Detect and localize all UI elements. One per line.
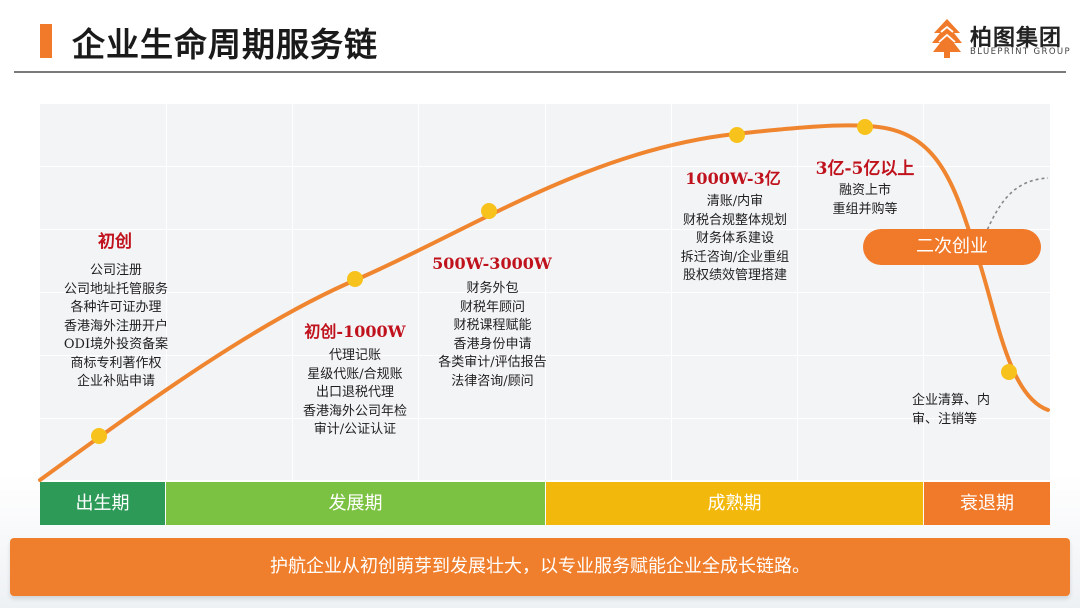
stage-services-large: 融资上市 重组并购等: [810, 182, 920, 219]
tree-logo-icon: [932, 19, 962, 58]
stage-title-mature: 1000W-3亿: [685, 169, 781, 188]
service-item: 出口退税代理: [315, 385, 394, 400]
grid-line: [40, 292, 1050, 293]
header-divider: [14, 71, 1066, 73]
stage-title-large: 3亿-5亿以上: [815, 159, 915, 179]
service-item: 清账/内审: [706, 194, 764, 209]
service-item: 商标专利著作权: [70, 355, 162, 371]
second-startup-badge: 二次创业: [863, 229, 1041, 265]
grid-line: [40, 229, 1050, 230]
phase-growth: 发展期: [166, 482, 545, 525]
stage-dot: [347, 271, 363, 287]
service-item: 企业补贴申请: [76, 374, 155, 389]
service-item: 财务体系建设: [695, 231, 774, 246]
stage-dot: [481, 203, 497, 219]
page-title: 企业生命周期服务链: [72, 25, 378, 64]
service-item: 审、注销等: [912, 411, 978, 427]
service-item: 法律咨询/顾问: [451, 373, 534, 389]
logo-name: 柏图集团: [970, 26, 1063, 51]
grid-line: [40, 355, 1050, 356]
service-item: 企业清算、内: [912, 393, 991, 408]
stage-services-growth: 代理记账 星级代账/合规账 出口退税代理 香港海外公司年检 审计/公证认证: [285, 347, 425, 440]
service-item: 财税年顾问: [459, 299, 525, 315]
service-item: 各种许可证办理: [70, 300, 162, 315]
second-curve-dashed: [984, 177, 1049, 236]
service-item: 拆迁咨询/企业重组: [680, 249, 790, 265]
service-item: 各类审计/评估报告: [438, 355, 547, 370]
service-item: ODI境外投资备案: [63, 337, 169, 352]
stage-dot: [857, 119, 873, 135]
decline-services: 企业清算、内 审、注销等: [912, 392, 1022, 429]
stage-title-growth: 初创-1000W: [304, 322, 406, 341]
service-item: 融资上市: [838, 183, 891, 198]
logo-subtitle: BLUEPRINT GROUP: [970, 47, 1072, 57]
stage-dot: [91, 428, 107, 444]
service-item: 财税合规整体规划: [682, 212, 787, 228]
grid-line: [40, 418, 1050, 419]
grid-background: [40, 104, 1050, 480]
service-item: 香港海外公司年检: [302, 403, 407, 419]
phase-decline: 衰退期: [924, 482, 1050, 525]
service-item: 重组并购等: [832, 201, 898, 217]
stage-dot: [729, 127, 745, 143]
service-item: 星级代账/合规账: [307, 366, 403, 382]
service-item: 股权绩效管理搭建: [682, 268, 787, 283]
service-item: 审计/公证认证: [313, 422, 397, 437]
stage-dot: [1001, 364, 1017, 380]
service-item: 香港海外注册开户: [63, 318, 168, 334]
phase-mature: 成熟期: [546, 482, 923, 525]
service-item: 公司注册: [89, 263, 142, 278]
stage-title-expansion: 500W-3000W: [432, 254, 552, 273]
stage-services-expansion: 财务外包 财税年顾问 财税课程赋能 香港身份申请 各类审计/评估报告 法律咨询/…: [420, 280, 565, 391]
service-item: 财税课程赋能: [453, 318, 532, 333]
footer-banner: 护航企业从初创萌芽到发展壮大，以专业服务赋能企业全成长链路。: [10, 538, 1070, 596]
stage-services-mature: 清账/内审 财税合规整体规划 财务体系建设 拆迁咨询/企业重组 股权绩效管理搭建: [660, 193, 810, 286]
stage-services-startup: 公司注册 公司地址托管服务 各种许可证办理 香港海外注册开户 ODI境外投资备案…: [46, 262, 186, 392]
stage-title-startup: 初创: [98, 232, 132, 252]
service-item: 香港身份申请: [453, 336, 532, 352]
service-item: 财务外包: [466, 281, 519, 296]
phase-birth: 出生期: [40, 482, 165, 525]
grid-line: [40, 166, 1050, 167]
title-accent-bar: [40, 24, 52, 58]
service-item: 公司地址托管服务: [63, 281, 168, 297]
service-item: 代理记账: [328, 348, 381, 363]
